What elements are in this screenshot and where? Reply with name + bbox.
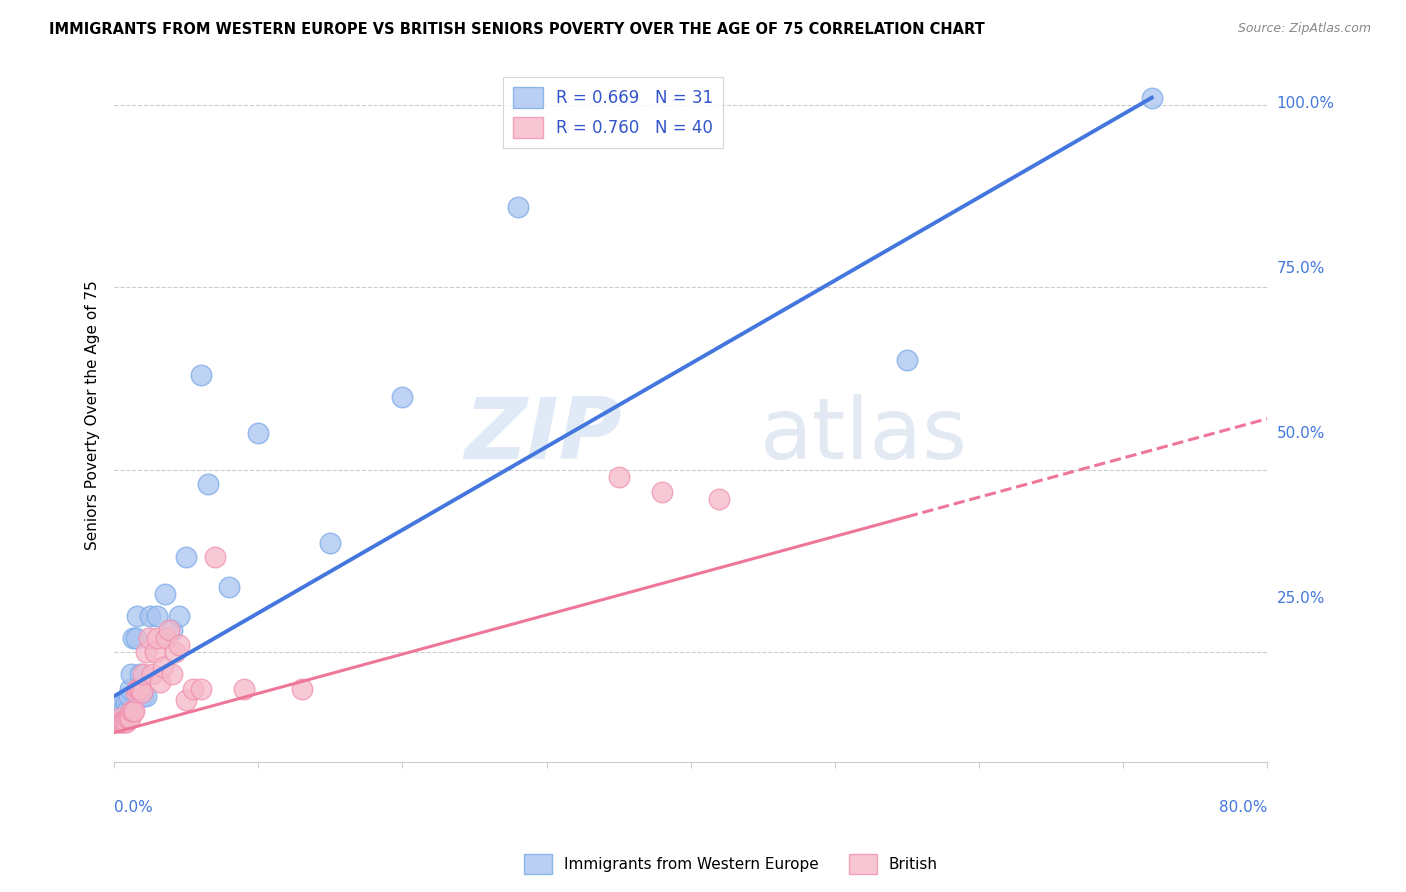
Point: [174, 550, 197, 565]
Point: [107, 704, 129, 718]
Point: [122, 704, 145, 718]
Point: [174, 692, 197, 706]
Point: [160, 624, 183, 638]
Point: [124, 704, 146, 718]
Point: [110, 714, 132, 729]
Legend: Immigrants from Western Europe, British: Immigrants from Western Europe, British: [519, 848, 943, 880]
Point: [167, 608, 190, 623]
Point: [131, 685, 153, 699]
Point: [160, 667, 183, 681]
Point: [141, 667, 163, 681]
Point: [132, 667, 155, 681]
Point: [290, 681, 312, 696]
Point: [117, 689, 139, 703]
Point: [122, 631, 145, 645]
Point: [896, 353, 918, 368]
Point: [111, 714, 134, 729]
Point: [1140, 91, 1163, 105]
Point: [110, 697, 132, 711]
Point: [155, 631, 177, 645]
Point: [125, 631, 148, 645]
Point: [139, 608, 162, 623]
Point: [506, 200, 529, 214]
Point: [247, 426, 270, 441]
Point: [118, 681, 141, 696]
Point: [107, 714, 129, 729]
Point: [152, 660, 174, 674]
Text: Source: ZipAtlas.com: Source: ZipAtlas.com: [1237, 22, 1371, 36]
Point: [112, 714, 135, 729]
Point: [190, 368, 212, 382]
Text: 0.0%: 0.0%: [114, 800, 153, 815]
Text: atlas: atlas: [759, 394, 967, 477]
Point: [135, 689, 157, 703]
Point: [709, 491, 731, 506]
Point: [183, 681, 205, 696]
Point: [163, 645, 186, 659]
Point: [607, 470, 630, 484]
Point: [108, 711, 131, 725]
Point: [190, 681, 212, 696]
Point: [114, 714, 136, 729]
Point: [108, 697, 131, 711]
Point: [129, 681, 152, 696]
Point: [218, 580, 240, 594]
Y-axis label: Seniors Poverty Over the Age of 75: Seniors Poverty Over the Age of 75: [86, 280, 100, 550]
Point: [125, 685, 148, 699]
Point: [153, 587, 176, 601]
Point: [157, 624, 180, 638]
Point: [138, 631, 160, 645]
Point: [319, 536, 342, 550]
Point: [114, 697, 136, 711]
Text: ZIP: ZIP: [464, 394, 621, 477]
Point: [651, 484, 673, 499]
Point: [135, 645, 157, 659]
Legend: R = 0.669   N = 31, R = 0.760   N = 40: R = 0.669 N = 31, R = 0.760 N = 40: [503, 77, 724, 148]
Point: [127, 681, 149, 696]
Point: [118, 711, 141, 725]
Point: [167, 638, 190, 652]
Text: IMMIGRANTS FROM WESTERN EUROPE VS BRITISH SENIORS POVERTY OVER THE AGE OF 75 COR: IMMIGRANTS FROM WESTERN EUROPE VS BRITIS…: [49, 22, 986, 37]
Point: [115, 704, 138, 718]
Point: [105, 714, 128, 729]
Point: [128, 681, 150, 696]
Point: [204, 550, 226, 565]
Point: [127, 608, 149, 623]
Point: [146, 631, 169, 645]
Point: [121, 704, 143, 718]
Point: [149, 674, 172, 689]
Point: [112, 711, 135, 725]
Point: [121, 667, 143, 681]
Point: [146, 608, 169, 623]
Point: [117, 711, 139, 725]
Point: [143, 645, 166, 659]
Point: [232, 681, 254, 696]
Point: [115, 711, 138, 725]
Point: [132, 689, 155, 703]
Point: [129, 667, 152, 681]
Point: [111, 704, 134, 718]
Point: [197, 477, 219, 491]
Text: 80.0%: 80.0%: [1219, 800, 1267, 815]
Point: [391, 390, 413, 404]
